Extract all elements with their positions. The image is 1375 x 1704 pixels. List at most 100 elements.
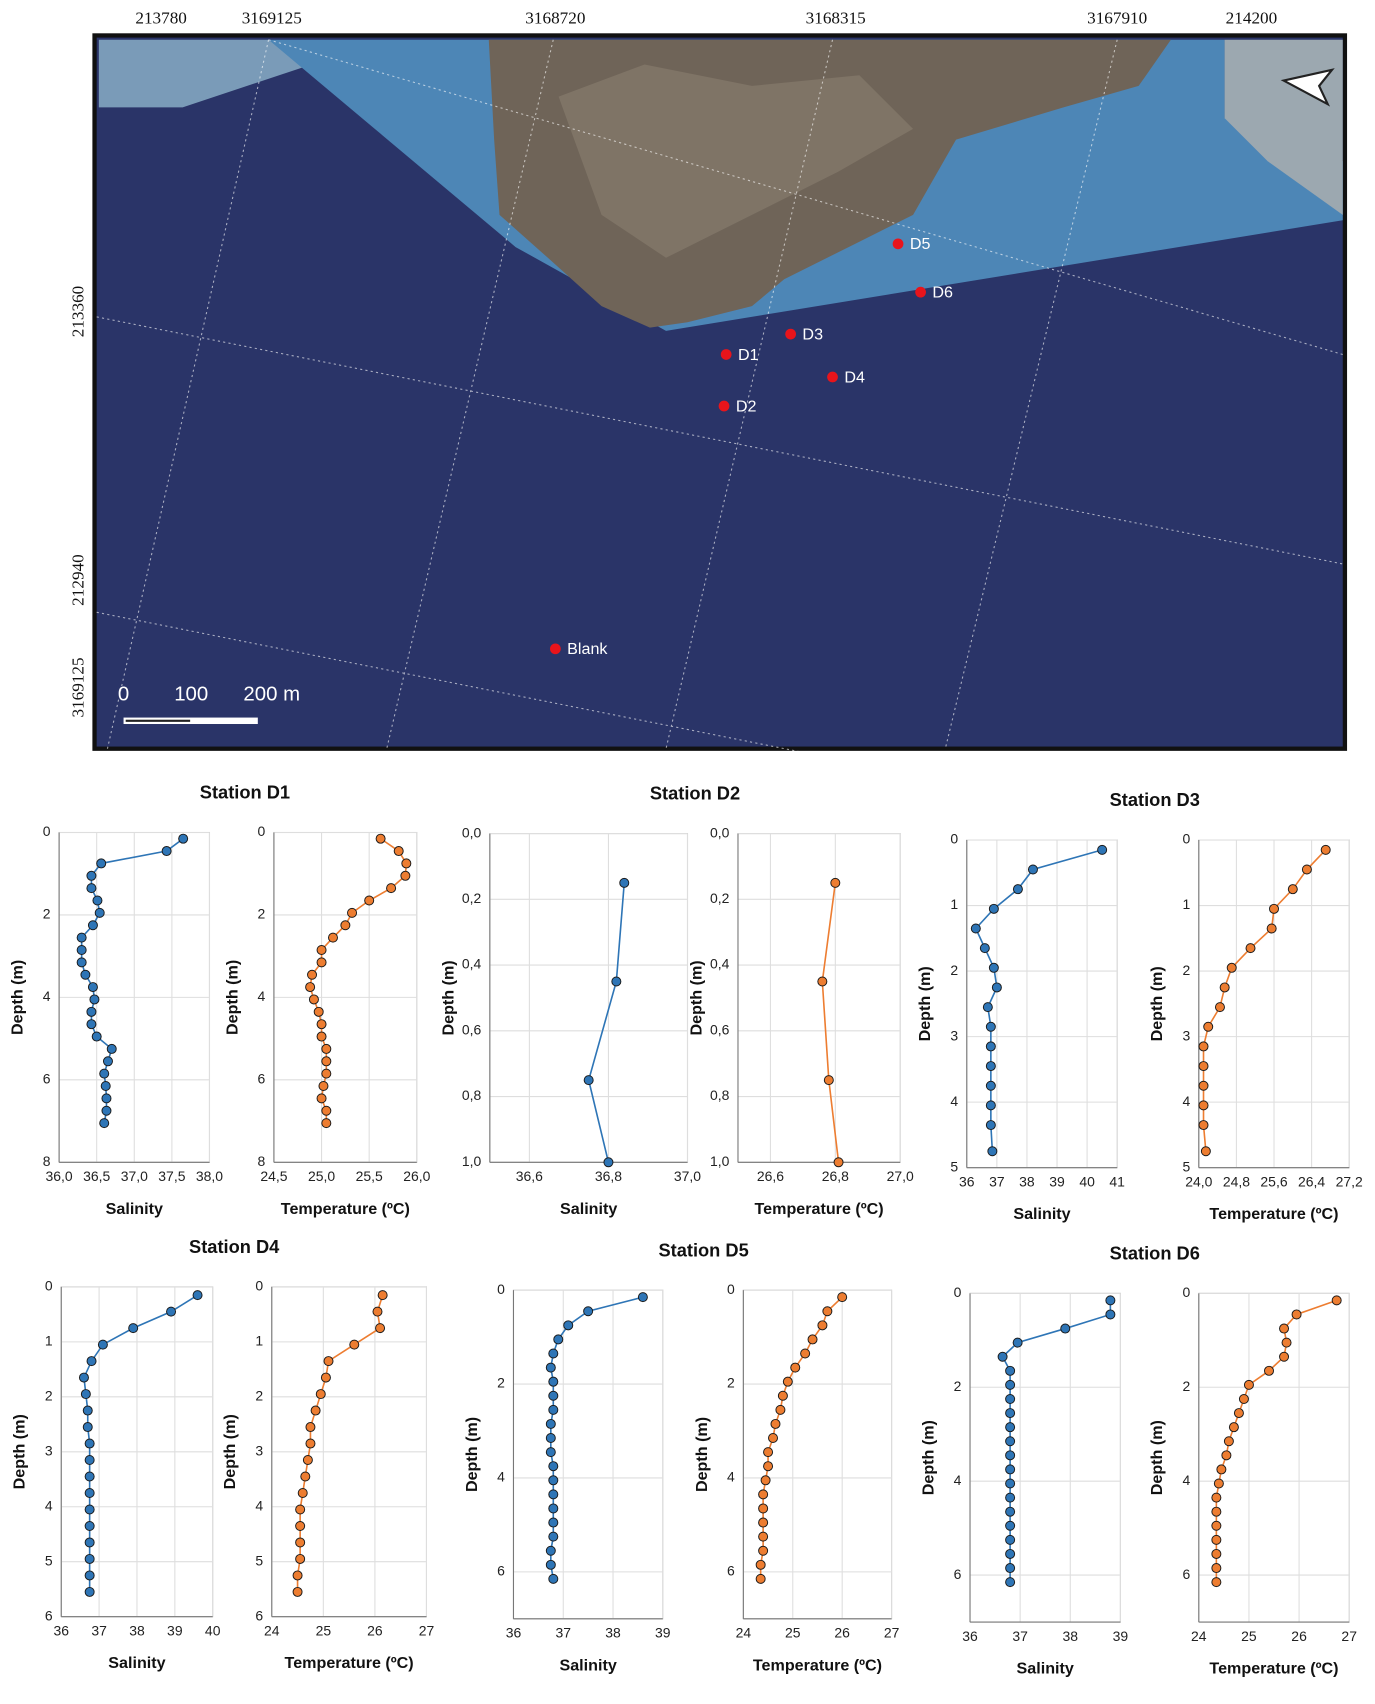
y-tick-label: 4 <box>497 1469 505 1485</box>
x-tick-label: 27 <box>419 1622 435 1638</box>
data-point <box>833 1157 844 1168</box>
data-point <box>86 1356 97 1367</box>
data-point <box>364 895 375 906</box>
y-tick-label: 6 <box>43 1071 51 1087</box>
data-point <box>315 1389 326 1400</box>
x-axis-label: Temperature (ºC) <box>1209 1205 1338 1223</box>
station-marker <box>785 328 796 340</box>
profile-line <box>1202 849 1327 1152</box>
chart-title: Station D4 <box>189 1236 280 1257</box>
y-tick-label: 1 <box>950 896 958 912</box>
data-point <box>316 1031 327 1042</box>
data-point <box>323 1356 334 1367</box>
x-tick-label: 38,0 <box>196 1168 223 1184</box>
y-tick-label: 3 <box>45 1442 53 1458</box>
x-tick-label: 38 <box>605 1625 621 1641</box>
data-point <box>603 1157 614 1168</box>
station-label: D3 <box>802 325 823 343</box>
x-tick-label: 26,4 <box>1298 1173 1325 1189</box>
data-point <box>101 1105 112 1116</box>
y-tick-label: 0,2 <box>462 890 482 906</box>
data-point <box>84 1520 95 1531</box>
data-point <box>1264 1365 1274 1376</box>
profile-line <box>821 882 840 1163</box>
data-point <box>87 920 98 931</box>
data-point <box>970 923 981 934</box>
coord-label: 213780 <box>135 8 187 27</box>
shore <box>98 39 312 108</box>
data-point <box>997 1351 1008 1362</box>
data-point <box>1198 1041 1209 1052</box>
x-tick-label: 25,5 <box>356 1168 383 1184</box>
data-point <box>84 1471 95 1482</box>
data-point <box>386 883 397 894</box>
x-tick-label: 25 <box>1241 1628 1257 1644</box>
y-tick-label: 0 <box>497 1281 505 1297</box>
data-point <box>1216 1464 1227 1475</box>
data-point <box>1211 1492 1222 1503</box>
profile-chart: 26,6 26,8 27,0 0,0 0,2 0,4 0,6 0,8 1,0 Temperatur… <box>687 824 914 1218</box>
data-point <box>1301 864 1312 875</box>
data-point <box>611 976 622 987</box>
y-tick-label: 0,0 <box>462 824 482 840</box>
x-tick-label: 26,8 <box>822 1168 849 1184</box>
y-tick-label: 4 <box>43 988 51 1004</box>
y-tick-label: 0 <box>43 823 51 839</box>
data-point <box>545 1447 556 1458</box>
x-tick-label: 37 <box>989 1173 1005 1189</box>
y-tick-label: 2 <box>43 906 51 922</box>
data-point <box>305 1438 316 1449</box>
data-point <box>86 1006 97 1017</box>
station-marker <box>550 643 561 655</box>
data-point <box>308 994 319 1005</box>
plot-frame <box>737 833 901 1163</box>
data-point <box>1320 844 1331 855</box>
data-point <box>316 944 327 955</box>
data-point <box>1005 1506 1016 1517</box>
data-point <box>763 1461 774 1472</box>
x-tick-label: 25,0 <box>308 1168 335 1184</box>
y-tick-label: 0,8 <box>710 1087 730 1103</box>
data-point <box>1214 1002 1225 1013</box>
x-axis-label: Temperature (ºC) <box>285 1654 414 1672</box>
y-tick-label: 2 <box>954 1378 962 1394</box>
y-tick-label: 2 <box>258 906 266 922</box>
data-point <box>347 907 358 918</box>
data-point <box>76 932 87 943</box>
x-tick-label: 26 <box>367 1622 383 1638</box>
y-tick-label: 5 <box>950 1158 958 1174</box>
data-point <box>320 1372 331 1383</box>
y-tick-label: 0 <box>1182 1284 1190 1300</box>
scale-label: 100 <box>174 683 208 705</box>
x-tick-label: 26,0 <box>403 1168 430 1184</box>
y-axis-label: Depth (m) <box>439 960 457 1035</box>
y-tick-label: 5 <box>45 1552 53 1568</box>
data-point <box>548 1461 559 1472</box>
y-tick-label: 2 <box>950 962 958 978</box>
data-point <box>548 1348 559 1359</box>
y-tick-label: 2 <box>255 1388 263 1404</box>
profile-chart: 24,0 24,8 25,6 26,4 27,2 0 1 2 3 4 5 Temperature (º… <box>1148 831 1363 1223</box>
map: 213780 3169125 3168720 3168315 3167910 214200… <box>68 8 1348 860</box>
x-axis-label: Salinity <box>560 1200 617 1218</box>
data-point <box>84 1504 95 1515</box>
data-point <box>1228 1422 1239 1433</box>
data-point <box>307 969 318 980</box>
y-tick-label: 4 <box>1182 1472 1190 1488</box>
data-point <box>1198 1100 1209 1111</box>
data-point <box>1005 1393 1016 1404</box>
data-point <box>86 870 97 881</box>
x-tick-label: 36 <box>959 1173 975 1189</box>
x-tick-label: 37,0 <box>121 1168 148 1184</box>
data-point <box>548 1390 559 1401</box>
x-tick-label: 38 <box>129 1622 145 1638</box>
y-tick-label: 0 <box>255 1278 263 1294</box>
y-axis-label: Depth (m) <box>221 1414 239 1489</box>
data-point <box>583 1075 594 1086</box>
y-tick-label: 0,0 <box>710 824 730 840</box>
data-point <box>1243 1379 1254 1390</box>
